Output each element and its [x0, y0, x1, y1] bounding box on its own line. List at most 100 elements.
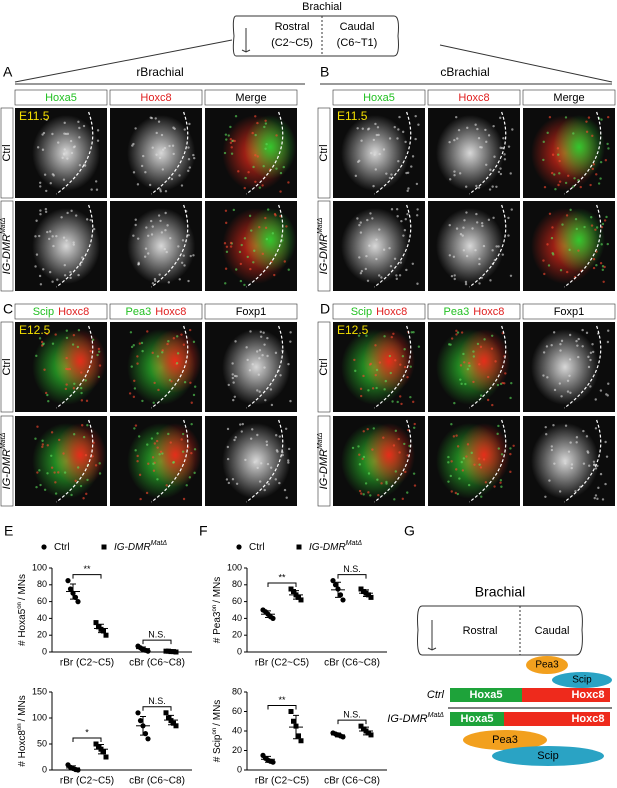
cell	[148, 183, 152, 187]
cell	[509, 470, 512, 474]
cell	[136, 237, 140, 240]
oval-label: Scip	[537, 750, 558, 762]
cell	[82, 124, 86, 128]
cell	[180, 438, 183, 441]
cell	[54, 333, 57, 336]
cell	[79, 484, 83, 488]
cell	[459, 233, 463, 236]
scip-domain	[492, 746, 604, 766]
cell	[63, 121, 66, 125]
cell	[455, 333, 458, 336]
cell	[193, 471, 196, 475]
cell	[479, 466, 483, 469]
cell	[243, 237, 247, 240]
point	[101, 628, 106, 634]
cell	[485, 140, 488, 144]
cell	[455, 434, 458, 437]
point	[103, 632, 109, 638]
cell	[359, 272, 363, 275]
cell	[595, 226, 599, 229]
cell	[456, 137, 459, 140]
cell	[190, 401, 193, 404]
signal	[436, 115, 504, 191]
cell	[261, 252, 265, 256]
point	[96, 624, 101, 630]
cell	[140, 341, 144, 345]
ylabel-main: # Pea3	[212, 611, 223, 643]
cell	[134, 223, 137, 227]
point	[298, 597, 304, 603]
cell	[47, 400, 50, 403]
cell	[360, 492, 363, 495]
cell	[497, 170, 501, 174]
cell	[417, 345, 421, 348]
header-box	[332, 303, 426, 320]
cell	[591, 134, 594, 138]
header-box	[427, 89, 521, 106]
cell	[188, 122, 191, 126]
cell	[447, 480, 450, 483]
cell	[79, 386, 83, 390]
cell	[65, 239, 68, 242]
header-box	[332, 89, 426, 106]
x-tick-label: rBr (C2~C5)	[60, 776, 114, 787]
stain-name: Merge	[235, 92, 266, 104]
cell	[411, 155, 415, 158]
cell	[390, 173, 393, 176]
cell	[362, 374, 365, 378]
caudal-label: Caudal	[340, 21, 375, 33]
cell	[163, 146, 167, 150]
y-tick-label: 0	[237, 764, 242, 774]
cell	[260, 462, 263, 465]
cell	[592, 460, 596, 463]
cell	[593, 463, 596, 467]
cell	[51, 173, 55, 176]
cell	[453, 401, 456, 405]
cell	[229, 125, 232, 129]
cell	[504, 372, 507, 375]
cell	[356, 217, 359, 220]
row-label: IG-DMRMatΔ	[387, 712, 444, 725]
cell	[552, 424, 555, 427]
stain-name: Hoxc8	[155, 306, 186, 318]
cell	[548, 116, 552, 119]
cell	[564, 181, 568, 185]
cell	[394, 429, 398, 433]
cell	[454, 491, 458, 495]
rostral-label: Rostral	[463, 625, 498, 637]
cell	[357, 445, 360, 448]
cell	[600, 243, 603, 246]
hoxa5-bar	[450, 712, 504, 726]
cell	[139, 497, 142, 501]
cell	[550, 236, 554, 240]
cell	[193, 385, 197, 388]
cell	[258, 349, 262, 352]
cell	[475, 221, 479, 224]
significance: **	[83, 564, 91, 574]
cell	[597, 182, 601, 185]
cell	[353, 358, 356, 362]
cell	[132, 171, 136, 174]
cell	[141, 349, 144, 353]
cell	[287, 447, 291, 451]
cell	[468, 364, 471, 368]
cell	[586, 451, 590, 454]
point	[296, 733, 301, 739]
cell	[483, 338, 486, 341]
cell	[166, 342, 169, 346]
cell	[282, 165, 285, 169]
cell	[168, 144, 171, 148]
cell	[244, 458, 247, 462]
cell	[253, 461, 256, 464]
cell	[74, 479, 77, 483]
cell	[154, 279, 157, 283]
cell	[247, 171, 250, 174]
cell	[492, 124, 495, 128]
cell	[185, 484, 188, 487]
cell	[256, 121, 259, 125]
cell	[36, 471, 39, 474]
cell	[263, 343, 266, 346]
cell	[256, 155, 259, 158]
cell	[61, 156, 64, 160]
cell	[146, 443, 149, 446]
